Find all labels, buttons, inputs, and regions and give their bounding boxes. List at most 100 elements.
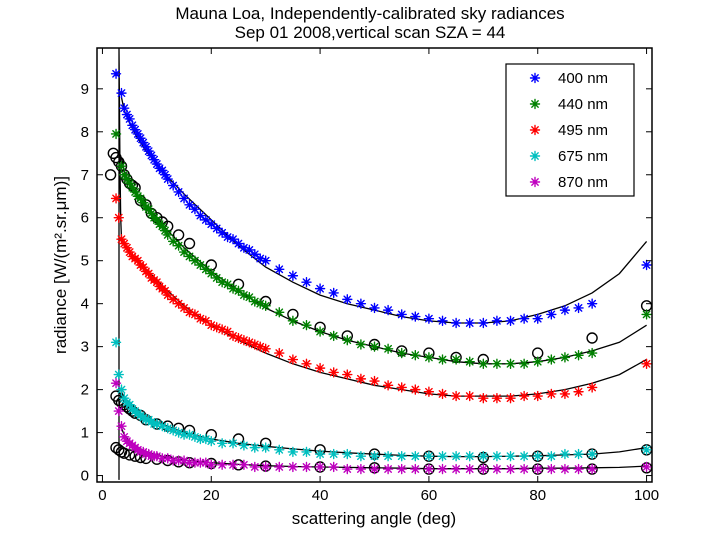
point-440-nm — [216, 276, 228, 288]
legend-label: 440 nm — [558, 96, 608, 113]
point-400-nm — [146, 150, 157, 161]
point-440-nm — [227, 283, 239, 294]
point-870-nm — [532, 463, 543, 475]
point-400-nm — [423, 313, 435, 324]
point-400-nm — [116, 87, 127, 99]
point-870-nm — [586, 463, 598, 475]
point-675-nm — [586, 448, 598, 460]
point-870-nm — [450, 463, 462, 475]
point-440-nm — [559, 352, 571, 363]
point-495-nm — [167, 294, 179, 305]
point-495-nm — [410, 384, 421, 395]
point-495-nm — [151, 276, 163, 288]
point-675-nm — [200, 433, 212, 445]
point-400-nm — [129, 124, 141, 135]
point-400-nm — [573, 302, 584, 314]
point-870-nm — [559, 463, 571, 475]
point-495-nm — [178, 302, 190, 314]
point-495-nm — [132, 255, 144, 266]
point-440-nm — [167, 236, 179, 247]
point-675-nm — [641, 444, 652, 455]
point-870-nm — [382, 463, 394, 475]
point-440-nm — [369, 341, 380, 352]
y-tick-label: 1 — [81, 425, 89, 442]
point-870-nm — [573, 463, 584, 475]
point-440-nm — [206, 268, 217, 279]
point-870-nm — [162, 453, 173, 464]
point-440-nm — [437, 354, 448, 365]
x-tick-label: 80 — [529, 487, 546, 504]
point-400-nm — [410, 311, 421, 322]
point-495-nm — [641, 358, 652, 370]
point-440-nm — [189, 255, 201, 266]
point-870-nm — [249, 461, 260, 473]
point-440-nm — [355, 339, 367, 350]
point-440-nm — [129, 186, 141, 198]
model-curve-3 — [120, 391, 647, 458]
point-495-nm — [121, 242, 133, 254]
point-495-nm — [173, 298, 184, 309]
point-440-nm — [184, 251, 195, 262]
point-675-nm — [301, 446, 312, 458]
point-495-nm — [162, 289, 173, 301]
chart-title-line-1: Mauna Loa, Independently-calibrated sky … — [175, 4, 564, 23]
point-675-nm — [238, 440, 250, 451]
point-440-nm — [244, 292, 255, 303]
point-870-nm — [178, 455, 190, 466]
point-495-nm — [478, 393, 489, 404]
point-440-nm — [222, 279, 233, 290]
point-400-nm — [159, 169, 171, 180]
point-400-nm — [140, 141, 152, 153]
series-markers — [110, 68, 652, 475]
point-440-nm — [274, 307, 285, 318]
point-870-nm — [355, 463, 367, 475]
point-440-nm — [135, 193, 146, 204]
point-675-nm — [162, 423, 173, 434]
legend-label: 400 nm — [558, 70, 608, 87]
point-495-nm — [573, 386, 584, 397]
point-495-nm — [211, 322, 222, 333]
point-870-nm — [167, 455, 179, 466]
point-400-nm — [518, 313, 530, 324]
point-675-nm — [382, 451, 394, 462]
x-tick-label: 40 — [312, 487, 329, 504]
point-440-nm — [464, 356, 475, 367]
point-400-nm — [195, 210, 206, 221]
point-400-nm — [287, 270, 299, 281]
point-495-nm — [396, 382, 407, 393]
point-440-nm — [146, 208, 157, 219]
point-440-nm — [641, 309, 652, 320]
x-tick-label: 20 — [203, 487, 220, 504]
point-440-nm — [124, 178, 135, 189]
point-675-nm — [184, 429, 195, 440]
point-400-nm — [233, 238, 244, 249]
point-440-nm — [450, 354, 462, 365]
point-400-nm — [450, 317, 462, 329]
point-440-nm — [301, 319, 312, 331]
x-tick-label: 100 — [634, 487, 659, 504]
point-870-nm — [119, 431, 130, 443]
y-tick-label: 0 — [81, 468, 89, 485]
point-440-nm — [116, 160, 127, 172]
point-495-nm — [328, 367, 339, 378]
point-495-nm — [110, 193, 122, 204]
point-870-nm — [206, 459, 217, 471]
y-tick-label: 2 — [81, 382, 89, 399]
point-675-nm — [423, 451, 435, 462]
point-495-nm — [233, 332, 244, 344]
point-400-nm — [260, 255, 271, 266]
point-495-nm — [238, 334, 250, 346]
point-400-nm — [249, 249, 260, 260]
point-440-nm — [478, 358, 489, 370]
circle-point — [183, 237, 196, 250]
point-870-nm — [641, 461, 652, 473]
point-400-nm — [143, 145, 154, 157]
point-675-nm — [478, 451, 489, 462]
point-440-nm — [119, 169, 130, 180]
point-400-nm — [559, 304, 571, 316]
point-440-nm — [287, 315, 299, 327]
point-440-nm — [249, 296, 260, 307]
point-400-nm — [211, 223, 222, 234]
y-tick-label: 5 — [81, 253, 89, 270]
